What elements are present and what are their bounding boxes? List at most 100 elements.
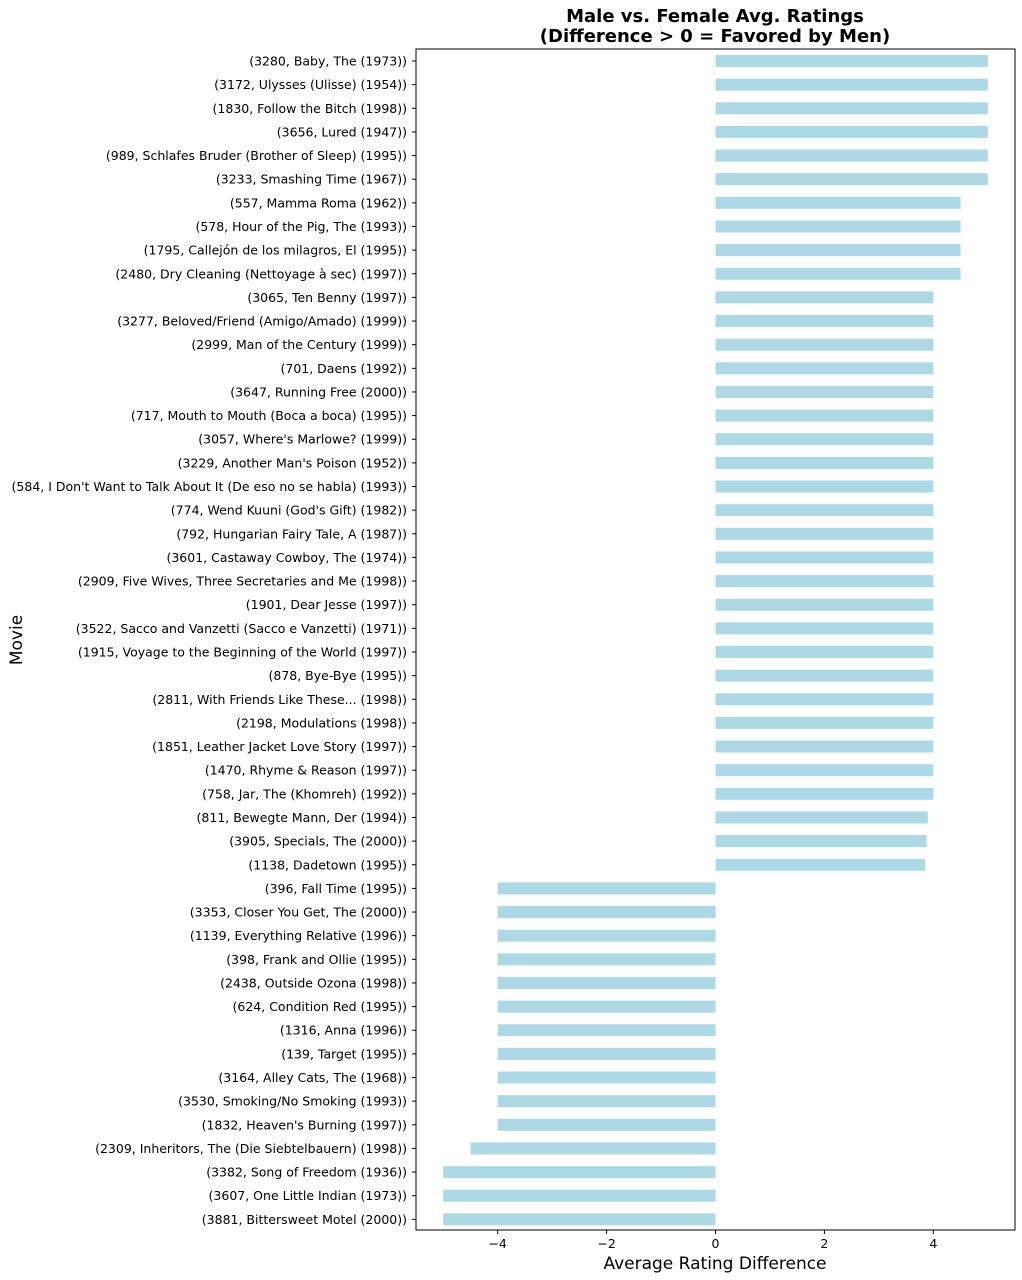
y-tick-label: (1470, Rhyme & Reason (1997)) [205, 763, 407, 778]
bar [497, 906, 716, 919]
chart-subtitle: (Difference > 0 = Favored by Men) [540, 26, 890, 47]
bar [715, 78, 988, 91]
bar [715, 385, 934, 398]
bar [470, 1142, 716, 1155]
bar [715, 716, 934, 729]
y-tick-label: (398, Frank and Ollie (1995)) [226, 952, 407, 967]
bar [497, 976, 716, 989]
y-tick-label: (3280, Baby, The (1973)) [249, 54, 407, 69]
y-tick-label: (3881, Bittersweet Motel (2000)) [202, 1212, 407, 1227]
x-tick-label: 2 [820, 1236, 828, 1251]
y-tick-label: (3065, Ten Benny (1997)) [247, 290, 407, 305]
bar [443, 1213, 716, 1226]
y-tick-label: (3522, Sacco and Vanzetti (Sacco e Vanze… [76, 621, 407, 636]
bar [443, 1189, 716, 1202]
y-tick-label: (1901, Dear Jesse (1997)) [246, 597, 407, 612]
bar [497, 929, 716, 942]
y-tick-label: (878, Bye-Bye (1995)) [269, 668, 408, 683]
bar [715, 362, 934, 375]
y-tick-labels: (3280, Baby, The (1973)) (3172, Ulysses (… [12, 54, 416, 1227]
bar [443, 1166, 716, 1179]
bar [715, 646, 934, 658]
bar [715, 220, 961, 233]
y-tick-label: (2480, Dry Cleaning (Nettoyage à sec) (1… [115, 266, 407, 281]
y-tick-label: (758, Jar, The (Khomreh) (1992)) [202, 786, 407, 801]
bar [715, 858, 926, 871]
bar [715, 196, 961, 209]
y-tick-label: (1795, Callejón de los milagros, El (199… [144, 243, 407, 258]
y-tick-label: (1832, Heaven's Burning (1997)) [202, 1117, 407, 1132]
x-ticks: −4 −2 0 2 4 [488, 1230, 937, 1251]
x-tick-label: −2 [597, 1236, 615, 1251]
y-tick-label: (3382, Song of Freedom (1936)) [206, 1165, 407, 1180]
bar [715, 575, 934, 588]
y-tick-label: (3277, Beloved/Friend (Amigo/Amado) (199… [117, 314, 407, 329]
y-tick-label: (1138, Dadetown (1995)) [248, 857, 407, 872]
x-axis-label: Average Rating Difference [603, 1254, 826, 1274]
y-tick-label: (2909, Five Wives, Three Secretaries and… [78, 574, 407, 589]
y-tick-label: (3601, Castaway Cowboy, The (1974)) [166, 550, 407, 565]
y-tick-label: (774, Wend Kuuni (God's Gift) (1982)) [171, 503, 407, 518]
bar [715, 835, 927, 848]
bar [715, 149, 988, 162]
y-tick-label: (3233, Smashing Time (1967)) [216, 172, 407, 187]
y-tick-label: (584, I Don't Want to Talk About It (De … [12, 479, 407, 494]
bar [497, 1071, 716, 1084]
y-tick-label: (3647, Running Free (2000)) [230, 384, 407, 399]
bar [497, 1047, 716, 1060]
y-tick-label: (2811, With Friends Like These... (1998)… [152, 692, 407, 707]
bar [497, 1118, 716, 1131]
y-tick-label: (624, Condition Red (1995)) [233, 999, 407, 1014]
y-tick-label: (2999, Man of the Century (1999)) [191, 337, 407, 352]
bar [715, 55, 988, 67]
y-tick-label: (3164, Alley Cats, The (1968)) [218, 1070, 407, 1085]
bar [497, 882, 716, 895]
bar [715, 740, 934, 753]
y-tick-label: (557, Mamma Roma (1962)) [230, 195, 407, 210]
bar [715, 267, 961, 280]
x-tick-label: 4 [929, 1236, 937, 1251]
y-tick-label: (792, Hungarian Fairy Tale, A (1987)) [176, 526, 407, 541]
bar [715, 338, 934, 351]
y-tick-label: (2198, Modulations (1998)) [236, 715, 407, 730]
bar [715, 315, 934, 328]
y-tick-label: (3905, Specials, The (2000)) [229, 834, 407, 849]
bar [497, 1000, 716, 1013]
bar [497, 953, 716, 966]
bars-group [443, 55, 988, 1226]
bar [715, 102, 988, 115]
y-tick-label: (989, Schlafes Bruder (Brother of Sleep)… [106, 148, 407, 163]
y-axis-label: Movie [7, 615, 27, 665]
y-tick-label: (1851, Leather Jacket Love Story (1997)) [152, 739, 407, 754]
bar [497, 1095, 716, 1108]
chart-title: Male vs. Female Avg. Ratings [566, 6, 864, 27]
bar [715, 291, 934, 304]
bar [715, 551, 934, 564]
bar [715, 456, 934, 469]
bar [715, 669, 934, 682]
bar [715, 764, 934, 777]
x-tick-label: 0 [712, 1236, 720, 1251]
y-tick-label: (3656, Lured (1947)) [277, 124, 407, 139]
y-tick-label: (2309, Inheritors, The (Die Siebtelbauer… [95, 1141, 407, 1156]
bar [715, 598, 934, 611]
y-tick-label: (701, Daens (1992)) [280, 361, 407, 376]
bar [715, 433, 934, 446]
bar [497, 1024, 716, 1037]
bar [715, 409, 934, 422]
y-tick-label: (1915, Voyage to the Beginning of the Wo… [78, 645, 407, 660]
y-tick-label: (1139, Everything Relative (1996)) [190, 928, 407, 943]
y-tick-label: (396, Fall Time (1995)) [265, 881, 407, 896]
bar [715, 622, 934, 635]
y-tick-label: (578, Hour of the Pig, The (1993)) [195, 219, 407, 234]
bar [715, 480, 934, 493]
bar [715, 173, 988, 186]
y-tick-label: (139, Target (1995)) [281, 1046, 407, 1061]
bar [715, 527, 934, 540]
bar [715, 693, 934, 706]
x-tick-label: −4 [488, 1236, 506, 1251]
y-tick-label: (3353, Closer You Get, The (2000)) [190, 905, 407, 920]
y-tick-label: (3057, Where's Marlowe? (1999)) [198, 432, 407, 447]
y-tick-label: (717, Mouth to Mouth (Boca a boca) (1995… [131, 408, 407, 423]
